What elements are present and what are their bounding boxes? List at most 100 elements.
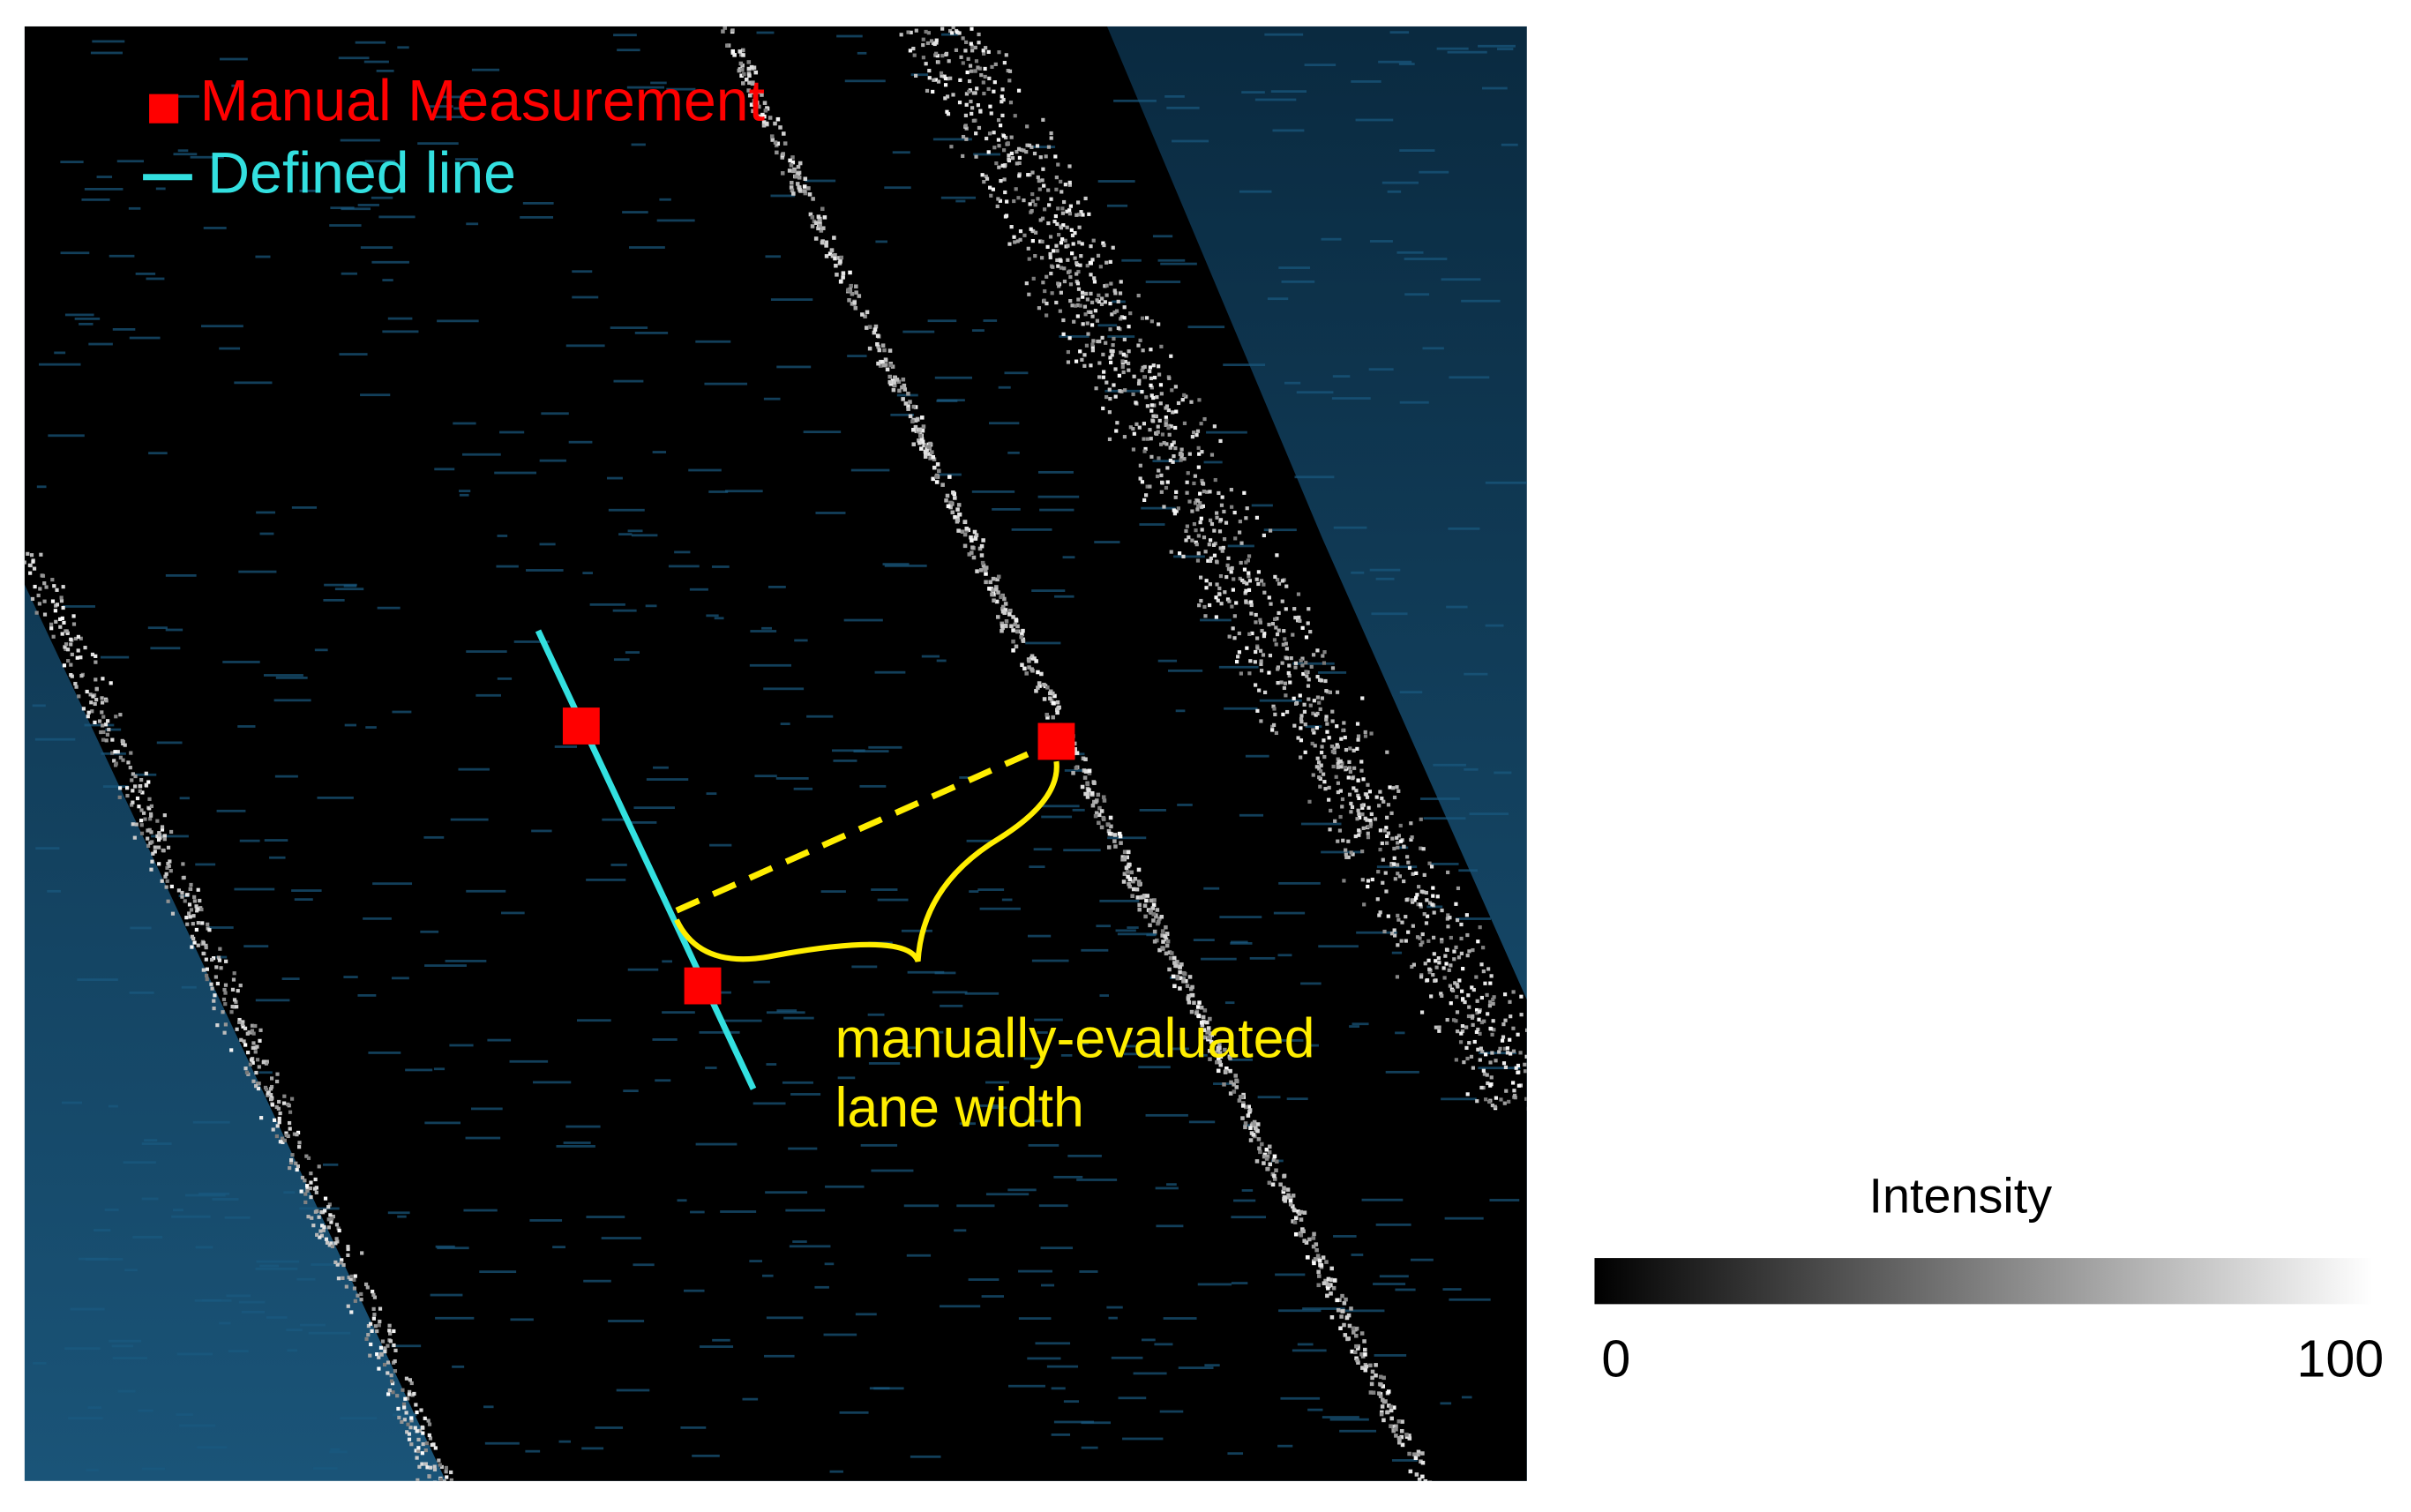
- scan-point: [1013, 240, 1017, 244]
- scan-point: [1501, 1022, 1506, 1027]
- scan-point: [1084, 291, 1089, 296]
- scan-point: [286, 1102, 290, 1107]
- scan-streak: [1263, 528, 1297, 532]
- scan-point: [101, 677, 105, 681]
- scan-point: [389, 1379, 394, 1383]
- scan-point: [341, 1262, 346, 1268]
- scan-point: [1281, 1189, 1286, 1194]
- scan-point: [1381, 1375, 1386, 1381]
- scan-streak: [449, 1044, 474, 1047]
- scan-point: [1073, 256, 1077, 260]
- scan-point: [306, 1156, 311, 1160]
- scan-point: [1489, 1027, 1494, 1031]
- scan-point: [811, 197, 815, 201]
- scan-point: [334, 1223, 340, 1227]
- scan-streak: [1124, 1044, 1137, 1048]
- scan-point: [1117, 831, 1122, 836]
- scan-point: [1197, 1000, 1202, 1005]
- scan-point: [1404, 898, 1409, 902]
- scan-point: [1051, 715, 1055, 720]
- scan-point: [936, 79, 941, 84]
- scan-streak: [47, 889, 61, 893]
- scan-point: [1446, 870, 1450, 875]
- scan-point: [1080, 290, 1085, 295]
- scan-point: [1101, 375, 1105, 379]
- scan-point: [1170, 388, 1174, 393]
- scan-streak: [323, 598, 345, 602]
- scan-point: [1454, 945, 1458, 950]
- scan-point: [140, 790, 145, 795]
- scan-point: [1474, 975, 1479, 979]
- scan-point: [1200, 1022, 1205, 1028]
- scan-point: [1097, 375, 1102, 379]
- scan-point: [1187, 999, 1192, 1005]
- scan-point: [1351, 1330, 1356, 1335]
- scan-point: [1492, 1028, 1496, 1032]
- scan-point: [1354, 1344, 1359, 1349]
- scan-point: [1366, 805, 1371, 810]
- scan-point: [1302, 1239, 1307, 1243]
- scan-point: [1019, 634, 1023, 640]
- scan-streak: [423, 835, 445, 839]
- scan-point: [38, 587, 42, 591]
- scan-point: [1471, 1014, 1475, 1018]
- scan-point: [1379, 1382, 1383, 1387]
- scan-point: [1502, 1046, 1507, 1051]
- scan-point: [322, 1224, 326, 1230]
- scan-point: [1100, 296, 1104, 301]
- scan-point: [775, 141, 781, 146]
- scan-streak: [1429, 863, 1459, 865]
- scan-point: [1490, 1103, 1494, 1108]
- scan-point: [181, 862, 185, 866]
- scan-streak: [54, 351, 66, 355]
- scan-point: [1155, 395, 1159, 400]
- scan-streak: [959, 1122, 976, 1126]
- scan-point: [400, 1419, 404, 1425]
- scan-point: [1042, 207, 1047, 212]
- scan-point: [1501, 1061, 1507, 1066]
- scan-point: [28, 571, 33, 575]
- scan-point: [1335, 1298, 1339, 1303]
- scan-point: [315, 1232, 319, 1237]
- scan-point: [1223, 1047, 1227, 1052]
- scan-point: [157, 831, 161, 835]
- scan-point: [1079, 254, 1083, 258]
- scan-streak: [475, 693, 501, 697]
- scan-point: [1062, 279, 1067, 284]
- scan-point: [1073, 231, 1077, 236]
- scan-point: [251, 1079, 256, 1083]
- scan-point: [1157, 947, 1162, 953]
- scan-point: [878, 363, 883, 368]
- scan-point: [1104, 283, 1109, 288]
- scan-point: [953, 496, 957, 500]
- scan-point: [1281, 712, 1285, 716]
- scan-point: [797, 161, 803, 166]
- scan-point: [1420, 932, 1425, 937]
- scan-streak: [531, 829, 552, 833]
- scan-streak: [979, 907, 1021, 910]
- scan-point: [1327, 785, 1331, 790]
- scan-point: [1194, 543, 1199, 547]
- scan-streak: [357, 204, 379, 206]
- scan-point: [1142, 498, 1147, 503]
- scan-point: [238, 984, 243, 988]
- scan-streak: [631, 534, 658, 537]
- scan-streak: [459, 493, 469, 497]
- scan-point: [1268, 653, 1273, 658]
- scan-point: [1380, 841, 1384, 846]
- scan-point: [334, 1237, 339, 1241]
- scan-point: [296, 1164, 301, 1169]
- scan-point: [365, 1285, 370, 1290]
- scan-streak: [1286, 1097, 1308, 1101]
- scan-point: [184, 893, 190, 897]
- scan-point: [224, 959, 228, 963]
- scan-streak: [1007, 1188, 1037, 1192]
- scan-point: [1450, 988, 1456, 993]
- scan-point: [369, 1342, 373, 1347]
- scan-point: [908, 400, 912, 404]
- scan-point: [191, 936, 196, 941]
- scan-point: [1389, 1424, 1393, 1428]
- scan-point: [1488, 981, 1493, 985]
- scan-point: [333, 1241, 338, 1246]
- scan-point: [1217, 1051, 1223, 1055]
